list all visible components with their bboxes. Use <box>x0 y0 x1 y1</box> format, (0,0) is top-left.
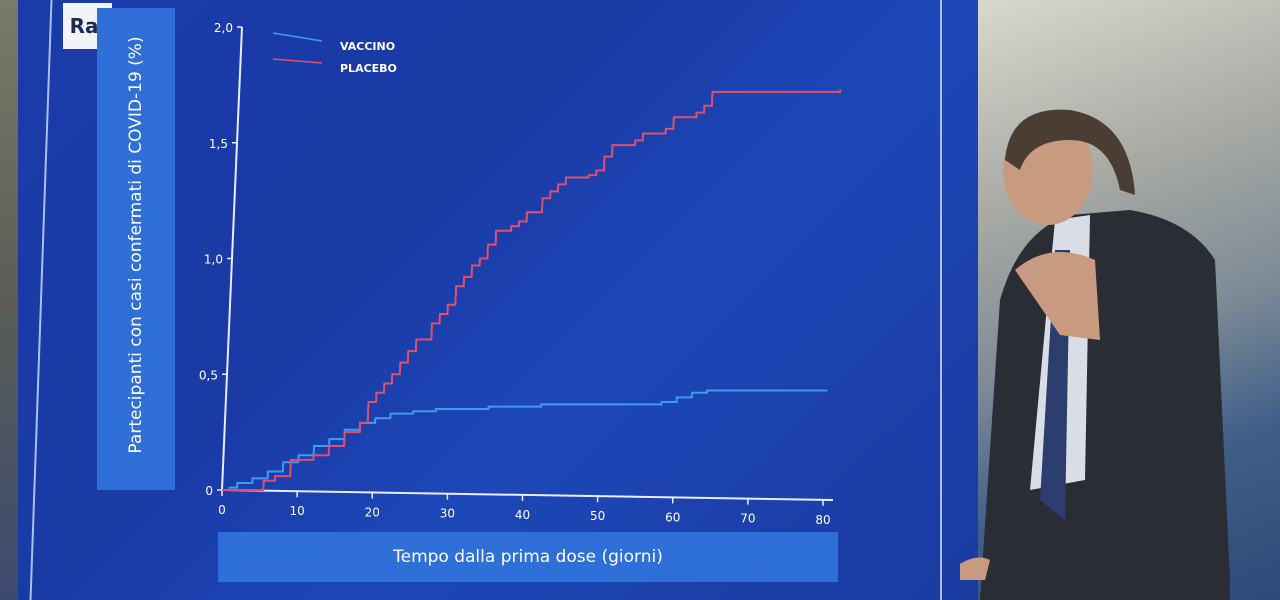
x-tick-label: 40 <box>515 508 530 522</box>
x-tick-label: 60 <box>665 510 680 524</box>
x-tick-label: 80 <box>815 513 830 527</box>
legend-label-placebo: PLACEBO <box>340 62 397 75</box>
studio-background-left <box>0 0 18 600</box>
x-tick-label: 10 <box>289 504 304 518</box>
legend-swatch-vaccino <box>272 32 323 42</box>
y-tick-label: 2,0 <box>214 21 233 35</box>
x-tick-label: 30 <box>440 507 455 521</box>
y-tick-label: 0 <box>205 484 213 498</box>
series-line-vaccino <box>222 389 828 491</box>
x-tick-label: 50 <box>590 509 605 523</box>
x-tick-label: 0 <box>218 503 226 517</box>
y-axis-label-panel <box>97 8 175 490</box>
y-tick-label: 0,5 <box>199 368 218 382</box>
legend-label-vaccino: VACCINO <box>340 40 395 53</box>
x-tick-label: 20 <box>365 505 380 519</box>
screen-frame-right <box>940 0 942 600</box>
series-line-placebo <box>222 89 842 491</box>
y-tick-label: 1,0 <box>204 253 223 267</box>
x-axis-label-panel: Tempo dalla prima dose (giorni) <box>218 532 838 582</box>
presenter <box>960 109 1230 600</box>
y-tick-label: 1,5 <box>209 137 228 151</box>
x-tick-label: 70 <box>740 512 755 526</box>
x-axis-line <box>221 489 834 501</box>
legend-swatch-placebo <box>272 58 323 64</box>
x-axis-label: Tempo dalla prima dose (giorni) <box>393 547 663 567</box>
